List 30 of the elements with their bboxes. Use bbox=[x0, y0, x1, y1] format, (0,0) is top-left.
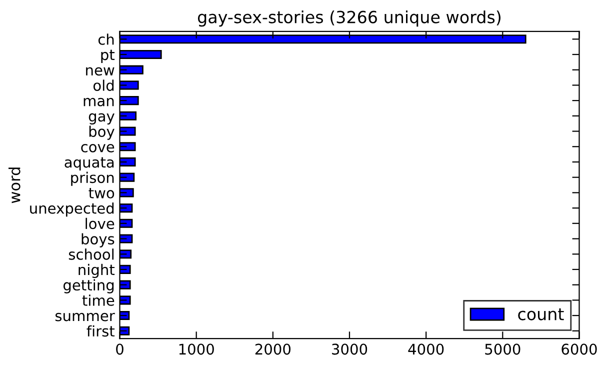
y-tick-label: getting bbox=[63, 279, 114, 294]
y-tick-label: unexpected bbox=[30, 202, 114, 217]
y-tick-label: love bbox=[86, 218, 114, 230]
y-axis-title: word bbox=[8, 168, 20, 204]
x-tick-label: 6000 bbox=[562, 344, 597, 355]
y-tick-label: summer bbox=[55, 312, 115, 322]
y-tick-label: boys bbox=[82, 233, 114, 248]
legend-label: count bbox=[518, 308, 564, 320]
y-tick-label: ch bbox=[98, 34, 114, 45]
chart-title: gay-sex-stories (3266 unique words) bbox=[198, 10, 500, 27]
x-tick-label: 3000 bbox=[332, 344, 368, 355]
x-tick-label: 2000 bbox=[255, 344, 290, 355]
x-tick-label: 1000 bbox=[179, 344, 214, 355]
x-tick-label: 4000 bbox=[408, 344, 444, 355]
y-tick-label: old bbox=[93, 80, 114, 91]
y-tick-label: aquata bbox=[64, 157, 114, 171]
x-tick-label: 0 bbox=[116, 344, 124, 355]
y-tick-label: two bbox=[88, 188, 114, 198]
y-tick-label: prison bbox=[71, 172, 114, 186]
y-tick-label: school bbox=[68, 248, 114, 260]
y-tick-label: new bbox=[86, 67, 114, 76]
y-tick-label: first bbox=[86, 325, 115, 337]
y-tick-label: night bbox=[78, 264, 115, 278]
y-tick-label: man bbox=[84, 98, 114, 106]
y-tick-label: cove bbox=[81, 144, 114, 152]
y-tick-label: gay bbox=[88, 113, 114, 124]
y-tick-label: time bbox=[82, 294, 114, 306]
y-tick-label: pt bbox=[101, 50, 115, 64]
y-tick-label: boy bbox=[89, 126, 114, 140]
x-tick-label: 5000 bbox=[485, 344, 520, 355]
